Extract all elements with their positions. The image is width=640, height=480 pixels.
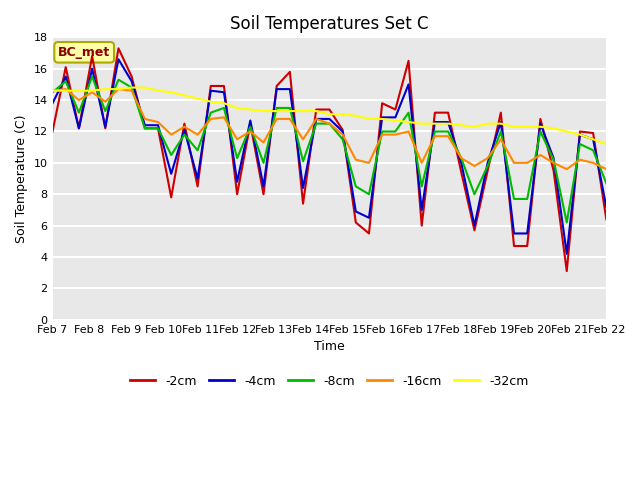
Y-axis label: Soil Temperature (C): Soil Temperature (C) [15, 114, 28, 243]
X-axis label: Time: Time [314, 340, 345, 353]
Text: BC_met: BC_met [58, 46, 110, 59]
Legend: -2cm, -4cm, -8cm, -16cm, -32cm: -2cm, -4cm, -8cm, -16cm, -32cm [125, 370, 534, 393]
Title: Soil Temperatures Set C: Soil Temperatures Set C [230, 15, 429, 33]
